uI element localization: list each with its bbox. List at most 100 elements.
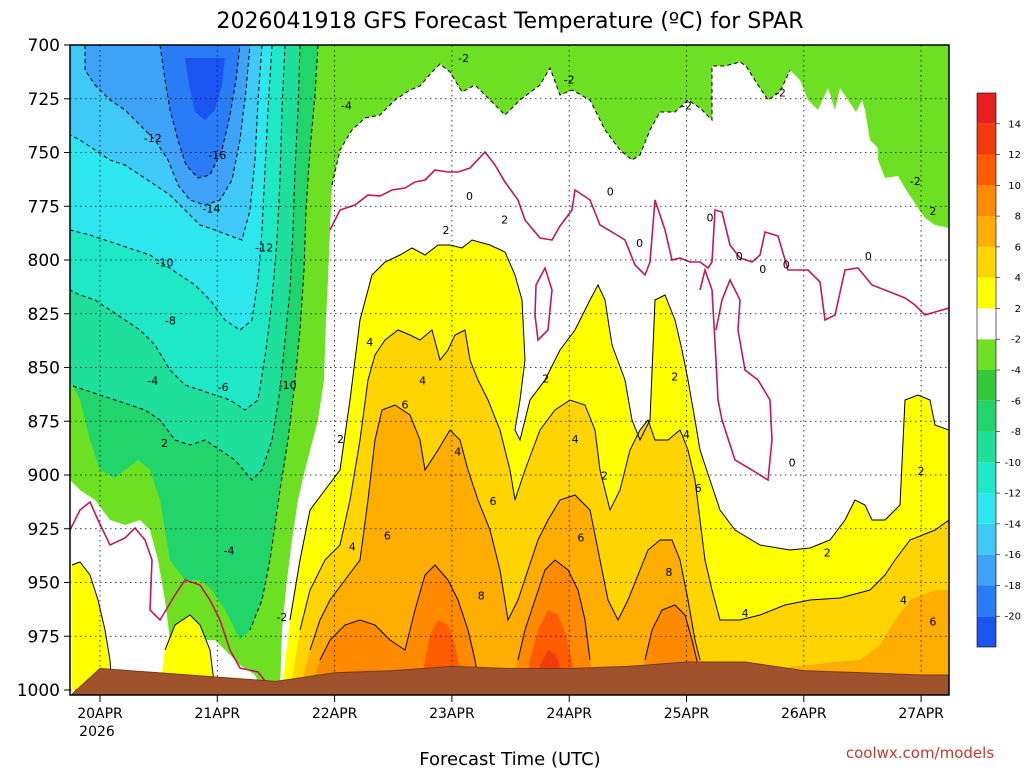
colorbar-swatch (977, 616, 996, 647)
colorbar-swatch (977, 400, 996, 432)
contour-minus-dashed-7 (159, 45, 241, 179)
colorbar-tick-label: 14 (1008, 119, 1021, 130)
contour-label: 6 (489, 495, 496, 508)
contour-label: 4 (683, 428, 690, 441)
contour-label: -2 (276, 611, 287, 624)
contour-label: 6 (384, 530, 391, 543)
contour-label: 4 (419, 375, 426, 388)
contour-6 (309, 404, 701, 661)
contour-label: 8 (665, 566, 672, 579)
colorbar-swatch (977, 246, 996, 278)
contour-label: -12 (144, 132, 162, 145)
contour-label: -8 (165, 315, 176, 328)
colorbar-tick-label: -14 (1005, 519, 1021, 530)
colorbar-tick-label: 10 (1008, 181, 1021, 192)
colorbar-tick-label: -4 (1011, 366, 1021, 377)
colorbar-tick-label: 8 (1015, 212, 1021, 223)
contour-label: -2 (775, 87, 786, 100)
contour-label: 2 (918, 465, 925, 478)
colorbar-tick-label: 12 (1008, 150, 1021, 161)
x-tick-label: 25APR (664, 706, 710, 722)
y-tick-label: 700 (28, 36, 60, 56)
y-tick-label: 925 (28, 520, 60, 540)
colorbar-tick-label: -8 (1011, 427, 1021, 438)
contour-label: 0 (865, 250, 872, 263)
contour-label: 2 (443, 224, 450, 237)
contour-8b (517, 559, 591, 661)
colorbar-swatch (977, 431, 996, 463)
contour-label: -12 (255, 241, 273, 254)
contour-label: 0 (783, 259, 790, 272)
colorbar-swatch (977, 154, 996, 186)
contour-label: 6 (929, 616, 936, 629)
contour-label: -4 (224, 545, 235, 558)
x-tick-sublabel: 2026 (79, 724, 115, 740)
contour-label: 0 (789, 456, 796, 469)
x-axis: 20APR 2026 21APR 22APR 23APR 24APR 25APR 26APR 2… (77, 695, 944, 740)
contour-lines (70, 45, 949, 691)
contour-label: 6 (695, 482, 702, 495)
y-tick-label: 850 (28, 359, 60, 379)
contour-label: 2 (542, 373, 549, 386)
contour-label: 2 (601, 469, 608, 482)
colorbar-swatch (977, 370, 996, 401)
contour-label: 4 (349, 540, 356, 553)
contour-label: 0 (466, 190, 473, 203)
x-tick-label: 27APR (898, 706, 944, 722)
terrain-surface (70, 661, 949, 695)
contour-8c (644, 604, 699, 666)
contour-minus-dashed-1 (249, 45, 319, 631)
contour-label: 0 (607, 186, 614, 199)
colorbar-swatch (977, 523, 996, 555)
contour-label: -2 (564, 74, 575, 87)
contour-minus-dashed-6 (84, 45, 251, 206)
colorbar-swatch (977, 308, 996, 340)
zero-contour-main (329, 150, 949, 322)
band-yellow-left-b (160, 615, 215, 690)
colorbar-tick-label: -20 (1005, 612, 1021, 623)
contour-label: 4 (454, 446, 461, 459)
contour-label: 0 (759, 263, 766, 276)
contour-label: -16 (208, 149, 226, 162)
y-tick-label: 775 (28, 197, 60, 217)
contour-left-2b (164, 614, 216, 691)
y-tick-label: 750 (28, 144, 60, 164)
y-tick-label: 900 (28, 466, 60, 486)
chart-title: 2026041918 GFS Forecast Temperature (ºC)… (217, 9, 804, 34)
contour-label: 8 (478, 590, 485, 603)
x-tick-label: 23APR (429, 706, 475, 722)
colorbar-tick-label: 4 (1015, 273, 1021, 284)
zero-contour-closed-b (699, 267, 773, 482)
contour-label: 2 (161, 437, 168, 450)
band-deepest-blue (185, 58, 225, 120)
colorbar-tick-label: -2 (1011, 335, 1021, 346)
y-tick-label: 1000 (17, 681, 60, 701)
colorbar-tick-label: -18 (1005, 581, 1021, 592)
x-axis-label: Forecast Time (UTC) (419, 749, 600, 768)
x-tick-label: 26APR (781, 706, 827, 722)
y-tick-label: 725 (28, 90, 60, 110)
contour-label: 4 (742, 607, 749, 620)
colorbar-swatch (977, 216, 996, 247)
x-tick-label: 24APR (546, 706, 592, 722)
contour-minus-dashed-4 (70, 45, 273, 331)
zero-contour-closed-a (534, 265, 553, 342)
contour-label: 2 (929, 205, 936, 218)
colorbar-tick-label: 6 (1015, 242, 1021, 253)
contour-labels: -2 -2 -2 -2 -4 -12 -16 -14 -12 -10 -8 -4 -6 -10 2 -4 -2 2… (144, 52, 937, 628)
contour-minus-dashed-2 (70, 45, 301, 481)
contour-label: 0 (706, 211, 713, 224)
colorbar-tick-label: 2 (1015, 304, 1021, 315)
colorbar-swatch (977, 277, 996, 309)
colorbar-swatch (977, 462, 996, 494)
contour-label: 4 (900, 594, 907, 607)
contour-label: -6 (218, 381, 229, 394)
colorbar-swatch (977, 123, 996, 155)
x-tick-label: 21APR (195, 706, 241, 722)
contour-label: 2 (337, 433, 344, 446)
contour-label: -4 (341, 100, 352, 113)
contour-minus-dashed-3 (70, 45, 286, 411)
contour-left-2 (71, 561, 113, 691)
band-yellow-left-a (72, 562, 112, 690)
